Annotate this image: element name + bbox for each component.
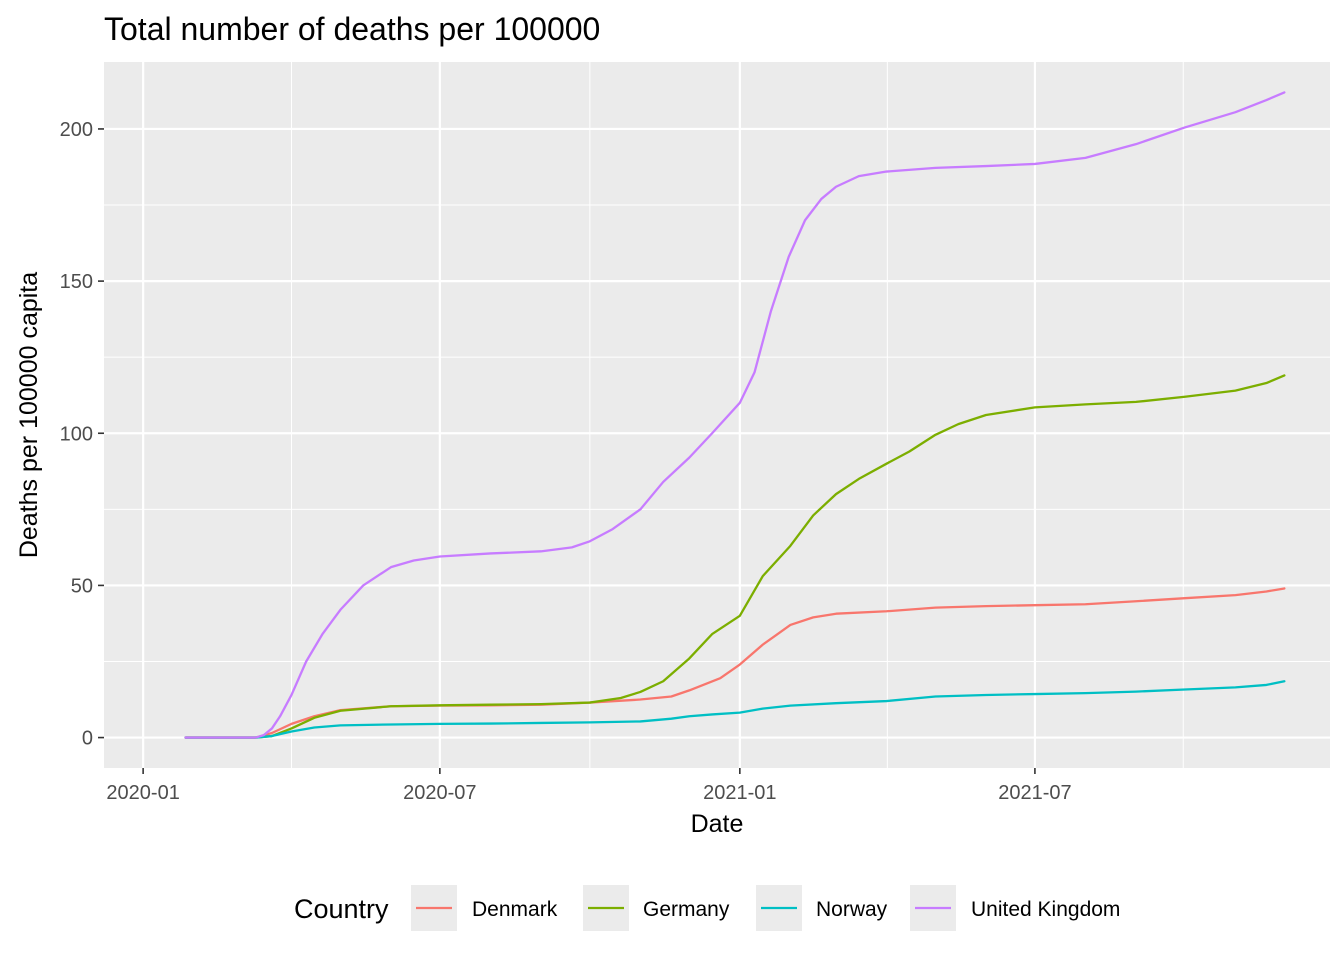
y-tick-label: 100 — [60, 423, 93, 445]
legend-label-germany: Germany — [643, 898, 730, 921]
y-tick-label: 150 — [60, 271, 93, 293]
grid-minor — [104, 62, 1330, 768]
x-tick-label: 2021-07 — [998, 782, 1071, 804]
series-line-norway — [184, 680, 1286, 739]
legend-title: Country — [294, 894, 389, 924]
plot-panel — [104, 62, 1330, 768]
series-line-germany — [184, 374, 1286, 739]
legend: Country Denmark Germany Norway United Kingd… — [294, 885, 1120, 931]
series-lines — [184, 91, 1286, 739]
legend-label-norway: Norway — [816, 898, 888, 921]
y-tick-label: 0 — [82, 728, 93, 750]
x-tick-label: 2020-01 — [106, 782, 179, 804]
series-line-united-kingdom — [184, 91, 1286, 739]
chart-title: Total number of deaths per 100000 — [104, 11, 600, 47]
x-tick-label: 2020-07 — [403, 782, 476, 804]
y-tick-label: 200 — [60, 119, 93, 141]
legend-label-united-kingdom: United Kingdom — [971, 898, 1120, 921]
x-tick-label: 2021-01 — [703, 782, 776, 804]
x-axis-title: Date — [691, 810, 744, 838]
y-axis: 0 50 100 150 200 — [60, 119, 104, 750]
legend-label-denmark: Denmark — [472, 898, 558, 921]
grid-major — [104, 62, 1330, 768]
y-tick-label: 50 — [71, 575, 93, 597]
y-axis-title: Deaths per 100000 capita — [15, 272, 43, 558]
x-axis: 2020-01 2020-07 2021-01 2021-07 — [106, 768, 1072, 804]
